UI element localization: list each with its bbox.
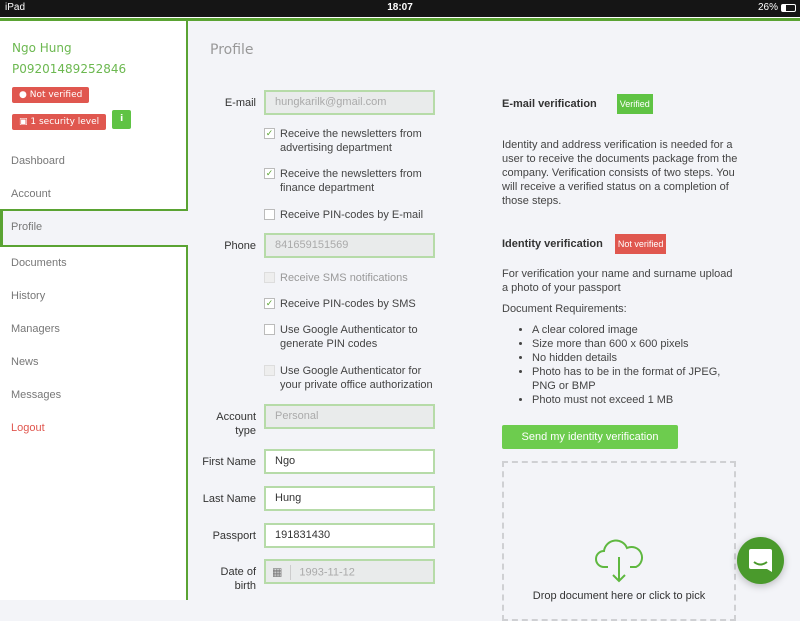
requirements-title: Document Requirements:	[502, 303, 627, 315]
battery-percent: 26%	[757, 2, 778, 13]
newsletter-advertising-checkbox[interactable]: ✓ Receive the newsletters from advertisin…	[264, 128, 422, 154]
check-icon: ✓	[264, 168, 275, 179]
google-auth-office-checkbox[interactable]: Use Google Authenticator for your privat…	[264, 364, 444, 392]
sms-notifications-checkbox[interactable]: Receive SMS notifications	[264, 271, 454, 285]
pin-sms-checkbox[interactable]: ✓ Receive PIN-codes by SMS	[264, 298, 416, 310]
pin-email-checkbox[interactable]: Receive PIN-codes by E-mail	[264, 208, 454, 222]
dropzone-text: Drop document here or click to pick	[532, 590, 706, 602]
info-button[interactable]: i	[112, 110, 132, 129]
user-panel: Ngo Hung P09201489252846 ● Not verified …	[0, 21, 188, 211]
requirement-item: Photo has to be in the format of JPEG, P…	[532, 365, 738, 393]
passport-input[interactable]: 191831430	[264, 523, 435, 548]
nav-managers[interactable]: Managers	[11, 323, 60, 335]
first-name-input[interactable]: Ngo	[264, 449, 435, 474]
calendar-icon: ▦	[272, 566, 283, 579]
requirements-list: A clear colored image Size more than 600…	[502, 323, 738, 407]
chat-icon	[749, 549, 772, 572]
device-name: iPad	[5, 2, 26, 13]
nav-dashboard[interactable]: Dashboard	[11, 155, 65, 167]
account-type-label: Account type	[216, 411, 256, 437]
newsletter-finance-checkbox[interactable]: ✓ Receive the newsletters from finance de…	[264, 168, 422, 194]
user-icon: ●	[19, 90, 30, 100]
cloud-download-icon	[595, 539, 643, 583]
google-auth-pin-checkbox[interactable]: Use Google Authenticator to generate PIN…	[264, 323, 439, 351]
requirement-item: No hidden details	[532, 351, 738, 365]
requirement-item: Photo must not exceed 1 MB	[532, 393, 738, 407]
nav-documents[interactable]: Documents	[11, 257, 67, 269]
document-dropzone[interactable]: Drop document here or click to pick	[502, 461, 736, 621]
top-divider	[0, 17, 800, 21]
verified-badge: Verified	[616, 94, 653, 114]
nav-messages[interactable]: Messages	[11, 389, 62, 401]
page-title: Profile	[210, 42, 254, 58]
last-name-label: Last Name	[202, 493, 256, 505]
passport-label: Passport	[212, 530, 256, 542]
check-icon: ✓	[264, 128, 275, 139]
nav-logout[interactable]: Logout	[11, 422, 45, 434]
dob-label: Date of birth	[220, 566, 256, 592]
verification-intro: Identity and address verification is nee…	[502, 139, 738, 207]
last-name-input[interactable]: Hung	[264, 486, 435, 511]
sidebar: Ngo Hung P09201489252846 ● Not verified …	[0, 21, 188, 600]
not-verified-badge: Not verified	[614, 234, 667, 254]
dob-input[interactable]: ▦ 1993-11-12	[264, 559, 435, 584]
email-verification-heading: E-mail verification Verified	[502, 94, 738, 114]
phone-label: Phone	[224, 240, 256, 252]
status-bar: iPad 18:07 26%	[0, 0, 800, 17]
upload-instructions: For verification your name and surname u…	[502, 268, 733, 294]
email-field[interactable]: hungkarilk@gmail.com	[264, 90, 435, 115]
nav-account[interactable]: Account	[11, 188, 51, 200]
nav-history[interactable]: History	[11, 290, 46, 302]
user-name: Ngo Hung	[12, 41, 72, 55]
clock: 18:07	[387, 2, 413, 13]
chat-button[interactable]	[737, 537, 784, 584]
send-verification-button[interactable]: Send my identity verification	[502, 425, 678, 449]
user-id: P09201489252846	[12, 62, 127, 76]
security-level-badge: ▣ 1 security level	[12, 114, 107, 130]
first-name-label: First Name	[202, 456, 256, 468]
nav-profile[interactable]: Profile	[0, 211, 188, 245]
phone-field[interactable]: 841659151569	[264, 233, 435, 258]
battery-icon	[781, 4, 796, 12]
email-label: E-mail	[224, 97, 256, 109]
nav-news[interactable]: News	[11, 356, 39, 368]
requirement-item: A clear colored image	[532, 323, 738, 337]
lock-icon: ▣	[19, 117, 31, 127]
not-verified-badge: ● Not verified	[12, 87, 90, 103]
account-type-field[interactable]: Personal	[264, 404, 435, 429]
check-icon: ✓	[264, 298, 275, 309]
requirement-item: Size more than 600 x 600 pixels	[532, 337, 738, 351]
identity-verification-heading: Identity verification Not verified	[502, 234, 738, 254]
